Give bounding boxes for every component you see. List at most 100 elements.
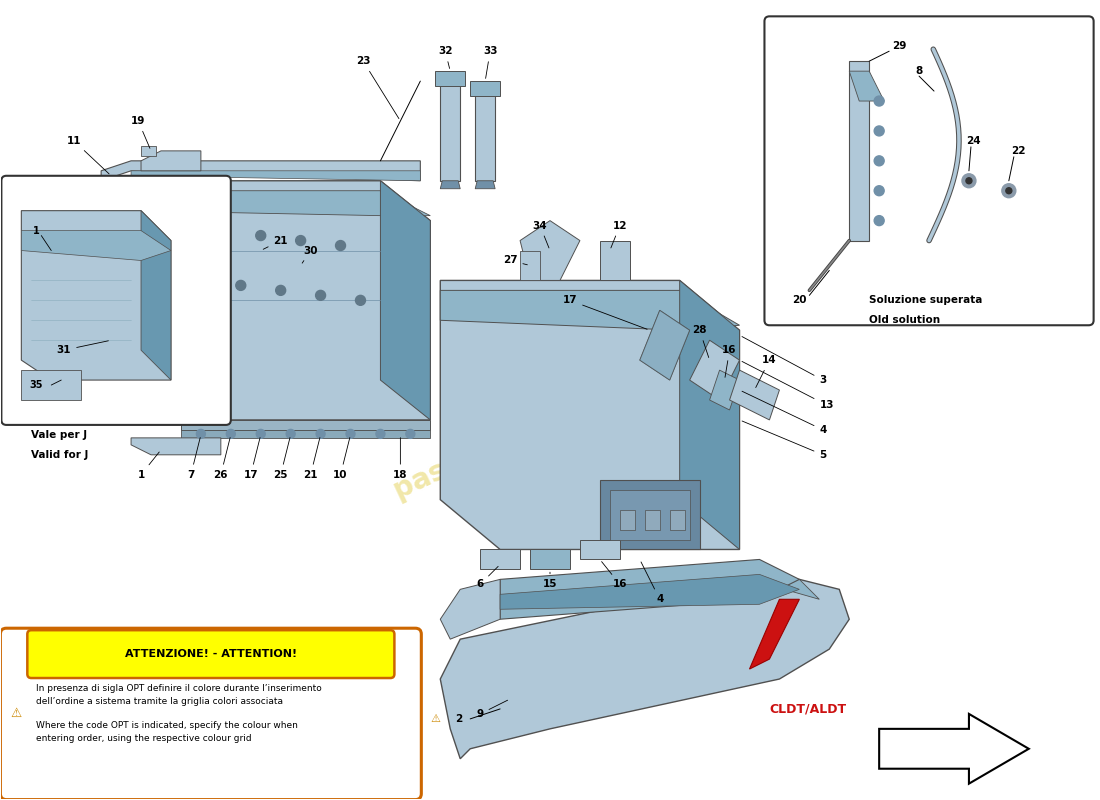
Text: 4: 4 (641, 562, 663, 604)
Polygon shape (440, 290, 739, 330)
Polygon shape (21, 370, 81, 400)
Polygon shape (481, 550, 520, 570)
Polygon shape (440, 81, 460, 181)
Polygon shape (131, 181, 430, 420)
Polygon shape (670, 510, 684, 530)
Polygon shape (475, 181, 495, 189)
Circle shape (874, 96, 884, 106)
Text: 2: 2 (455, 714, 462, 724)
Circle shape (874, 186, 884, 196)
Polygon shape (729, 370, 780, 420)
Polygon shape (436, 71, 465, 86)
Text: Valid for J: Valid for J (31, 450, 89, 460)
Text: 30: 30 (302, 246, 318, 263)
Polygon shape (749, 599, 800, 669)
Text: 15: 15 (542, 572, 558, 590)
Polygon shape (460, 579, 820, 619)
Circle shape (1002, 184, 1015, 198)
Text: 26: 26 (213, 438, 230, 480)
Circle shape (256, 430, 265, 438)
Circle shape (336, 241, 345, 250)
Polygon shape (879, 714, 1028, 784)
Text: 5: 5 (742, 421, 826, 460)
Polygon shape (440, 281, 739, 550)
Polygon shape (440, 579, 849, 758)
Text: ⚠: ⚠ (11, 707, 22, 721)
Polygon shape (381, 181, 430, 420)
Polygon shape (849, 61, 869, 241)
Circle shape (197, 430, 206, 438)
Polygon shape (101, 176, 131, 281)
Polygon shape (131, 190, 430, 216)
Polygon shape (530, 550, 570, 570)
Text: 34: 34 (532, 221, 549, 248)
Polygon shape (690, 340, 739, 400)
Text: 29: 29 (892, 42, 906, 51)
Text: 21: 21 (263, 235, 288, 250)
Text: 25: 25 (274, 438, 290, 480)
Text: Where the code OPT is indicated, specify the colour when
entering order, using t: Where the code OPT is indicated, specify… (36, 721, 298, 743)
Polygon shape (475, 91, 495, 181)
Text: 27: 27 (503, 255, 527, 266)
Polygon shape (500, 574, 800, 610)
Polygon shape (21, 230, 171, 261)
Text: 20: 20 (792, 295, 806, 306)
FancyBboxPatch shape (764, 16, 1093, 326)
Text: 16: 16 (723, 345, 737, 378)
Polygon shape (440, 579, 500, 639)
Polygon shape (600, 241, 630, 281)
Polygon shape (131, 170, 420, 181)
Polygon shape (580, 539, 619, 559)
Polygon shape (500, 559, 800, 619)
Circle shape (316, 430, 326, 438)
Circle shape (966, 178, 972, 184)
Text: 7: 7 (187, 438, 200, 480)
Circle shape (235, 281, 245, 290)
Polygon shape (141, 151, 201, 170)
Text: 3: 3 (742, 337, 826, 385)
Text: 18: 18 (393, 438, 408, 480)
Text: 8: 8 (915, 66, 923, 76)
Polygon shape (440, 181, 460, 189)
Text: 11: 11 (67, 136, 109, 174)
Polygon shape (180, 430, 430, 438)
Polygon shape (180, 420, 430, 430)
Text: 32: 32 (438, 46, 452, 69)
Polygon shape (600, 480, 700, 550)
Polygon shape (21, 210, 171, 380)
Circle shape (316, 290, 326, 300)
Text: 24: 24 (967, 136, 981, 146)
Circle shape (196, 275, 206, 286)
Circle shape (874, 216, 884, 226)
Polygon shape (640, 310, 690, 380)
Text: 21: 21 (304, 438, 320, 480)
Circle shape (227, 430, 235, 438)
Text: 23: 23 (356, 56, 399, 118)
Text: 9: 9 (476, 700, 507, 719)
Circle shape (874, 126, 884, 136)
Polygon shape (520, 221, 580, 281)
Text: Soluzione superata: Soluzione superata (869, 295, 982, 306)
Circle shape (406, 430, 415, 438)
Circle shape (376, 430, 385, 438)
Polygon shape (141, 210, 170, 380)
Text: ⚠: ⚠ (430, 714, 440, 724)
Text: CLDT/ALDT: CLDT/ALDT (769, 702, 847, 715)
Polygon shape (131, 438, 221, 455)
Text: 4: 4 (742, 391, 827, 435)
FancyBboxPatch shape (28, 630, 395, 678)
Text: ATTENZIONE! - ATTENTION!: ATTENZIONE! - ATTENTION! (124, 649, 297, 659)
Polygon shape (849, 71, 884, 101)
Polygon shape (609, 490, 690, 539)
Text: In presenza di sigla OPT definire il colore durante l’inserimento
dell’ordine a : In presenza di sigla OPT definire il col… (36, 684, 322, 706)
Circle shape (255, 230, 266, 241)
Text: 6: 6 (476, 566, 498, 590)
Text: 14: 14 (756, 355, 777, 387)
Polygon shape (619, 510, 635, 530)
Circle shape (276, 286, 286, 295)
Text: 28: 28 (692, 326, 708, 358)
Text: Old solution: Old solution (869, 315, 940, 326)
Text: 35: 35 (30, 380, 43, 390)
Text: 1: 1 (33, 226, 40, 235)
Circle shape (216, 226, 225, 235)
